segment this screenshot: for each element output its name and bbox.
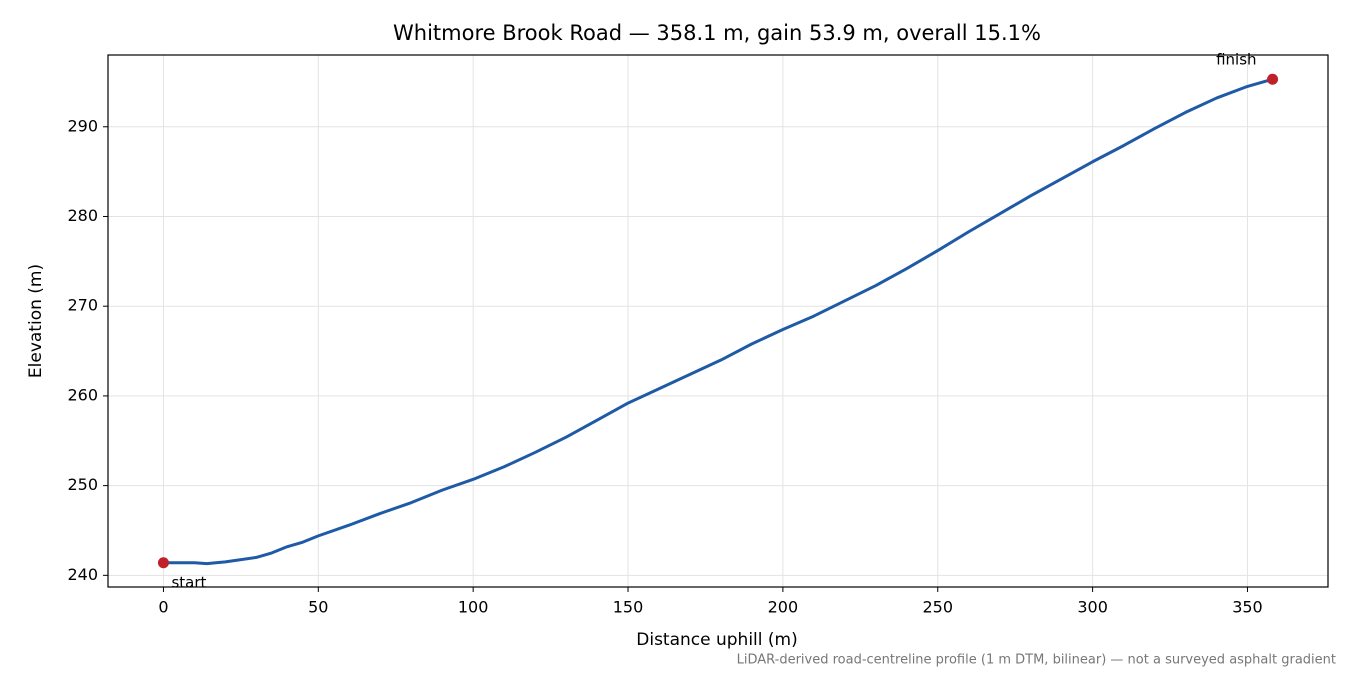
x-tick-label: 150 — [613, 598, 644, 617]
y-axis-label: Elevation (m) — [26, 264, 46, 378]
x-tick-label: 300 — [1077, 598, 1108, 617]
elevation-line — [163, 77, 1273, 566]
y-tick-label: 240 — [67, 565, 98, 584]
x-tick-label: 50 — [308, 598, 328, 617]
y-tick-label: 280 — [67, 206, 98, 225]
x-tick-label: 100 — [458, 598, 489, 617]
endpoint-marker — [157, 557, 169, 569]
footnote: LiDAR-derived road-centreline profile (1… — [737, 653, 1336, 668]
endpoint-annotation: finish — [1216, 51, 1256, 69]
x-tick-label: 0 — [158, 598, 168, 617]
chart-title: Whitmore Brook Road — 358.1 m, gain 53.9… — [393, 21, 1041, 45]
x-tick-label: 350 — [1232, 598, 1263, 617]
plot-frame — [107, 54, 1329, 588]
x-tick-label: 200 — [768, 598, 799, 617]
endpoint-annotation: start — [171, 573, 206, 591]
y-tick-label: 290 — [67, 116, 98, 135]
y-tick-label: 250 — [67, 475, 98, 494]
y-tick-label: 260 — [67, 385, 98, 404]
y-tick-label: 270 — [67, 296, 98, 315]
x-axis-label: Distance uphill (m) — [636, 630, 797, 650]
x-tick-label: 250 — [922, 598, 953, 617]
endpoint-marker — [1267, 73, 1279, 85]
